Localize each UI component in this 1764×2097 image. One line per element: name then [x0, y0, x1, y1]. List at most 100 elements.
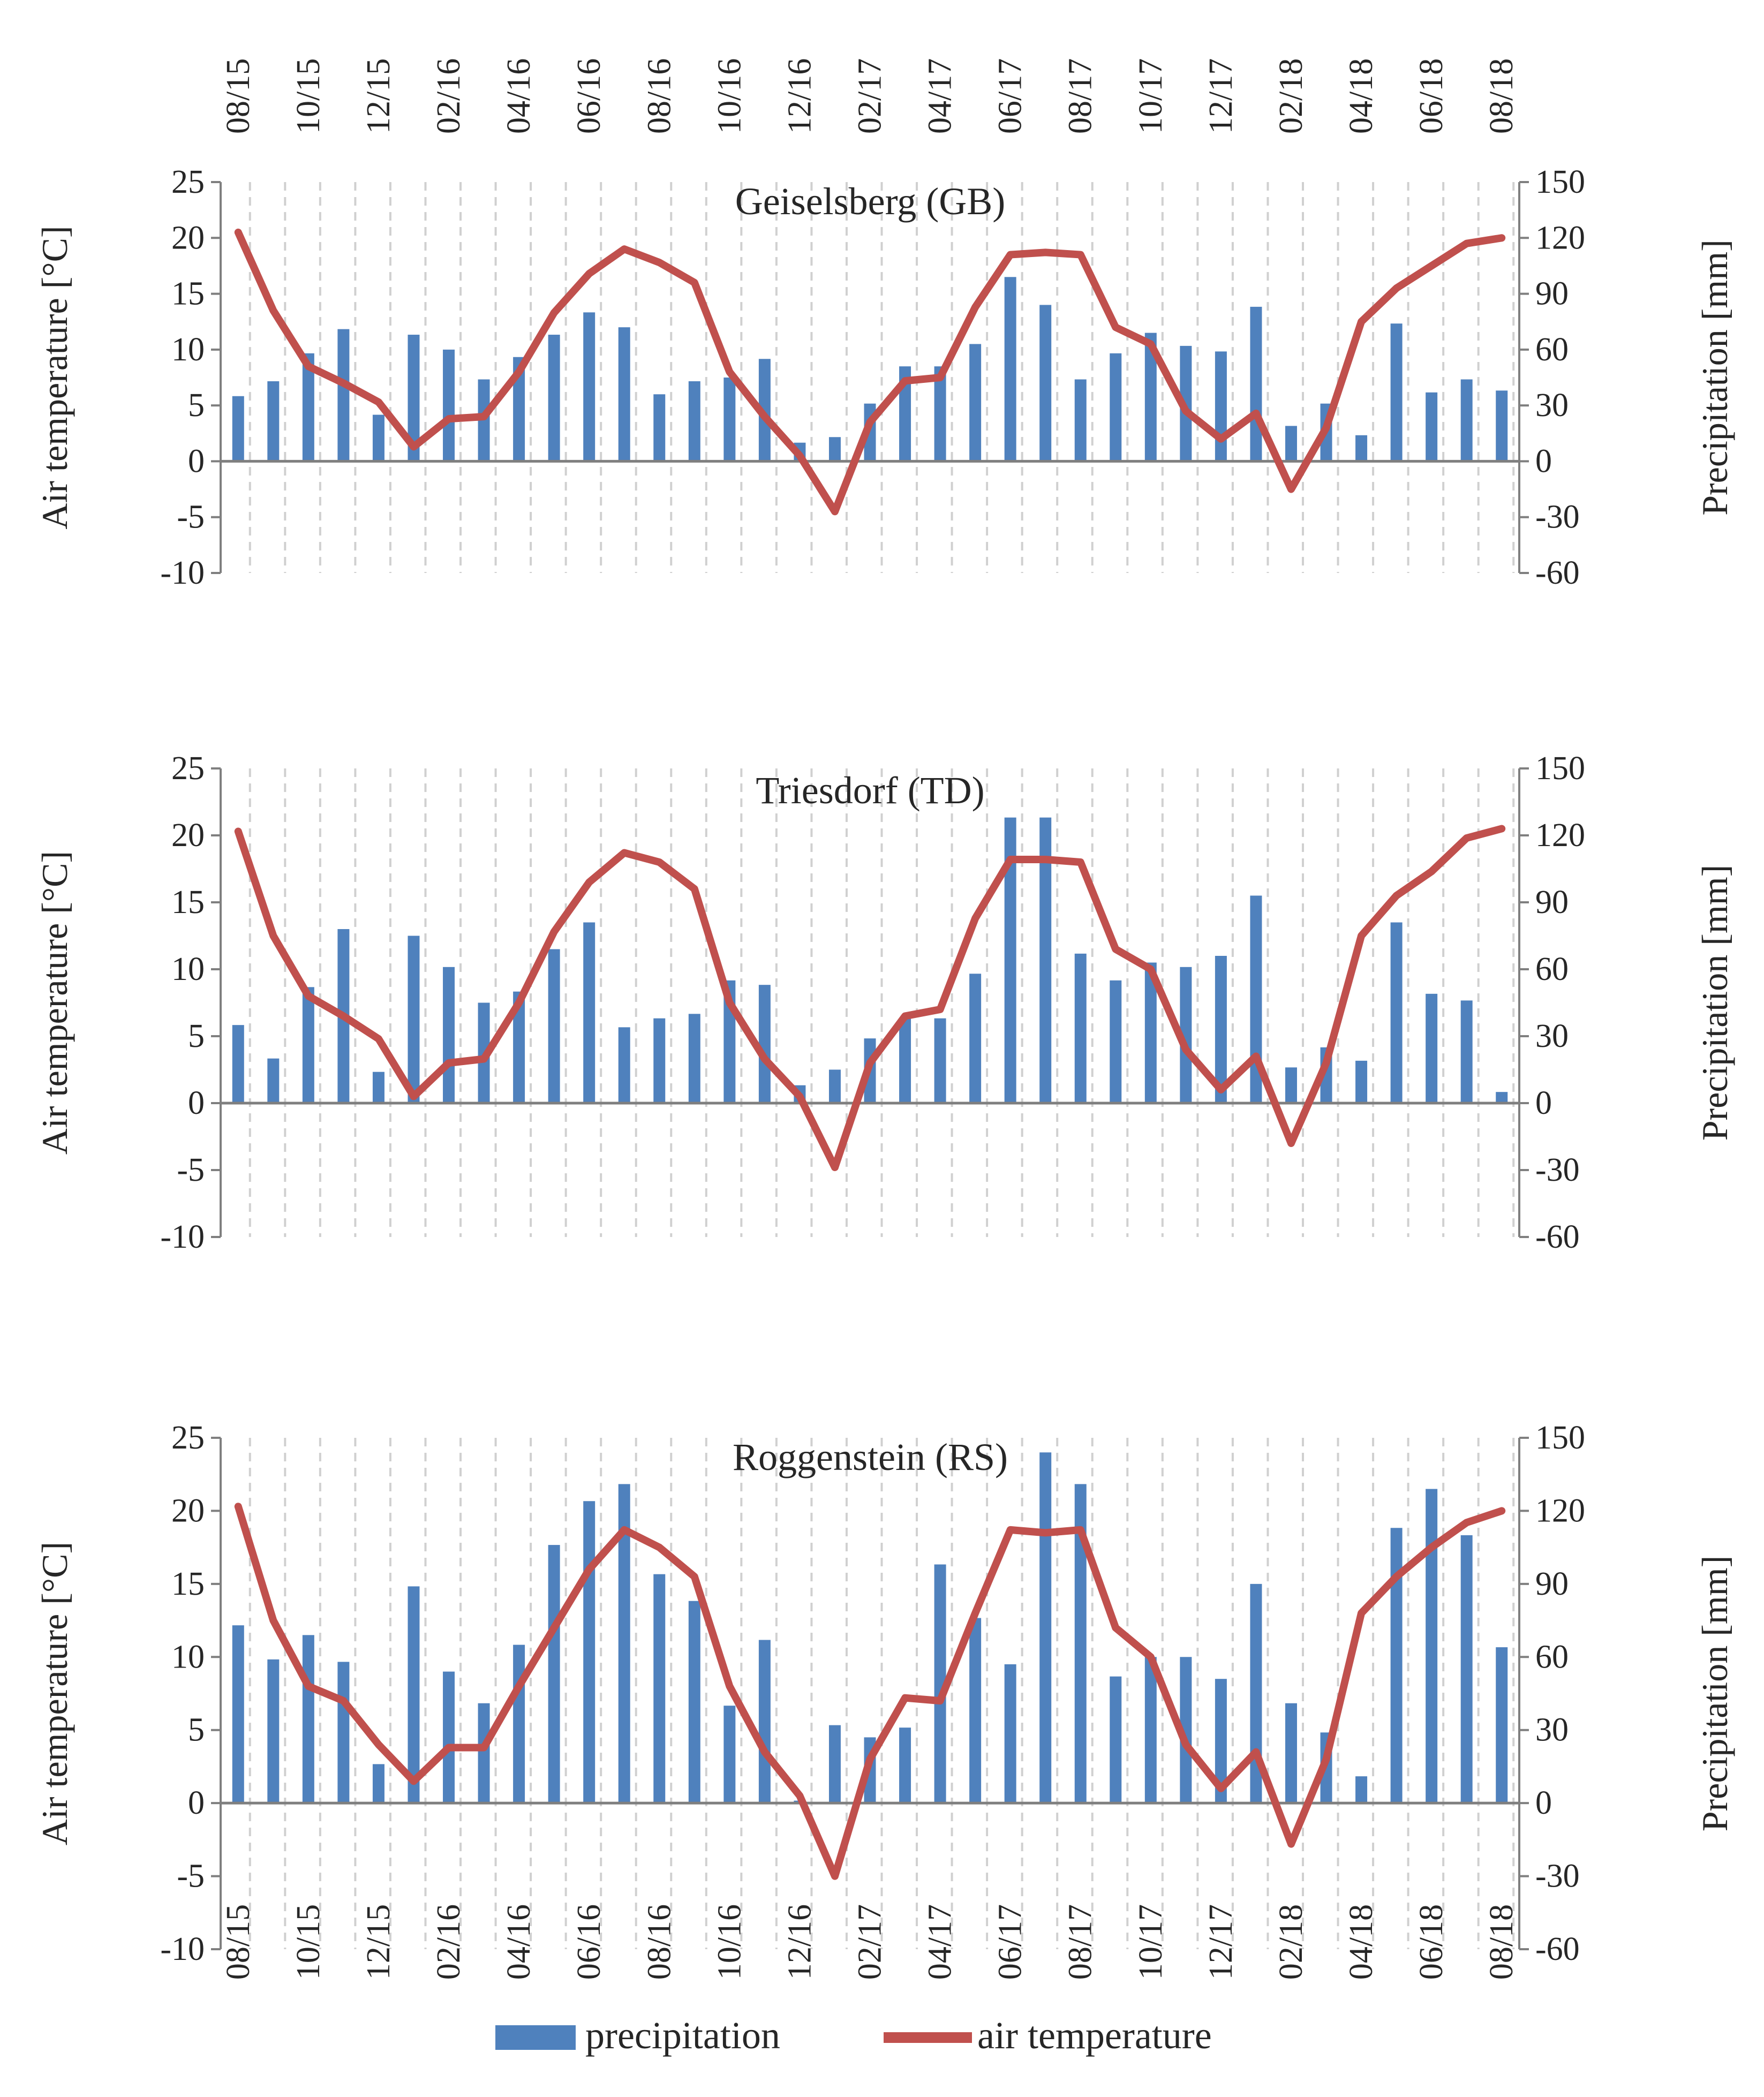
precipitation-bar: [1180, 967, 1192, 1103]
precipitation-bar: [443, 1671, 455, 1804]
precipitation-bar: [688, 1014, 700, 1103]
top-month-label: 08/17: [1062, 58, 1099, 134]
left-tick-label: 15: [171, 1566, 205, 1602]
precipitation-bar: [232, 1625, 244, 1804]
precipitation-bar: [653, 1574, 666, 1804]
bottom-month-label: 04/18: [1343, 1904, 1379, 1980]
precipitation-bar: [1355, 1060, 1368, 1103]
precipitation-bar: [1215, 956, 1227, 1103]
precipitation-bar: [828, 1725, 841, 1804]
precipitation-bar: [232, 1025, 244, 1103]
right-tick-label: 30: [1535, 1712, 1569, 1748]
bottom-month-label: 08/15: [220, 1904, 257, 1980]
y-axis-left-title: Air temperature [°C]: [34, 851, 75, 1155]
top-month-label: 02/17: [852, 58, 888, 134]
precipitation-bar: [1426, 993, 1438, 1103]
bottom-month-label: 10/16: [711, 1904, 748, 1980]
bottom-month-label: 02/18: [1273, 1904, 1309, 1980]
legend-precipitation-label: precipitation: [585, 2014, 780, 2057]
top-month-label: 12/15: [360, 58, 397, 134]
precipitation-bar: [758, 359, 771, 462]
precipitation-bar: [969, 1618, 982, 1804]
right-tick-label: 0: [1535, 443, 1552, 479]
precipitation-bar: [1144, 1657, 1157, 1804]
right-tick-label: 90: [1535, 276, 1569, 312]
precipitation-bar: [1215, 351, 1227, 462]
air-temperature-line: [234, 1503, 1506, 1880]
left-tick-label: 0: [188, 1785, 205, 1821]
precipitation-bar: [828, 1069, 841, 1103]
precipitation-bar: [583, 922, 595, 1103]
top-month-label: 12/17: [1203, 58, 1239, 134]
precipitation-bar: [443, 967, 455, 1103]
left-tick-label: -5: [177, 499, 205, 535]
left-tick-label: 20: [171, 817, 205, 854]
precipitation-bar: [723, 1706, 736, 1804]
y-axis-right-title: Precipitation [mm]: [1694, 1556, 1735, 1832]
precipitation-bar: [1004, 817, 1016, 1103]
precipitation-bar: [548, 335, 560, 462]
y-axis-right-title: Precipitation [mm]: [1694, 239, 1735, 516]
precipitation-bar: [302, 353, 314, 462]
precipitation-bar: [1496, 390, 1508, 462]
precipitation-bar: [1039, 1452, 1052, 1804]
precipitation-bar: [934, 1564, 946, 1804]
precipitation-bar: [267, 1659, 280, 1804]
precipitation-bar: [408, 936, 420, 1103]
left-tick-label: 5: [188, 1712, 205, 1748]
right-tick-label: 150: [1535, 750, 1585, 787]
top-month-label: 02/16: [431, 58, 467, 134]
right-tick-label: 0: [1535, 1085, 1552, 1121]
precipitation-bar: [1496, 1092, 1508, 1103]
left-tick-label: 15: [171, 884, 205, 921]
precipitation-bar: [1426, 392, 1438, 462]
panel-triesdorf: 25 20 15 10 5 0 -5 -10 150 120 90 60 30 0 -30 -60 Air te…: [34, 750, 1735, 1255]
left-tick-label: 20: [171, 1492, 205, 1529]
panel-geiselsberg: 25 20 15 10 5 0 -5 -10 150 120 90 60 30 0 -30 -60 Air te…: [34, 164, 1735, 591]
right-tick-label: -30: [1535, 1858, 1580, 1895]
legend: precipitation air temperature: [495, 2014, 1212, 2057]
precipitation-bar: [267, 381, 280, 462]
precipitation-bar: [1110, 353, 1122, 462]
bottom-month-label: 02/17: [852, 1904, 888, 1980]
top-month-label: 08/16: [641, 58, 677, 134]
precipitation-bar: [1390, 1528, 1403, 1804]
precipitation-bar: [688, 1601, 700, 1804]
precipitation-bar: [618, 1027, 630, 1103]
top-month-label: 04/17: [922, 58, 959, 134]
precipitation-bar: [478, 1703, 490, 1804]
precipitation-bar: [1039, 305, 1052, 462]
right-tick-label: 90: [1535, 884, 1569, 921]
left-tick-label: 10: [171, 1639, 205, 1675]
precipitation-bar: [1004, 1664, 1016, 1804]
precipitation-bar: [899, 1728, 911, 1804]
right-tick-label: 150: [1535, 1420, 1585, 1456]
precipitation-bar: [1390, 323, 1403, 462]
top-month-label: 10/17: [1133, 58, 1169, 134]
precipitation-bar: [1004, 277, 1016, 462]
precipitation-bar: [688, 381, 700, 462]
top-month-label: 06/18: [1413, 58, 1450, 134]
right-tick-label: 60: [1535, 331, 1569, 368]
right-tick-label: 30: [1535, 387, 1569, 424]
bottom-month-label: 10/17: [1133, 1904, 1169, 1980]
right-tick-label: 0: [1535, 1785, 1552, 1821]
top-month-label: 12/16: [781, 58, 818, 134]
right-tick-label: 120: [1535, 220, 1585, 256]
top-month-label: 10/16: [711, 58, 748, 134]
left-tick-label: 25: [171, 1420, 205, 1456]
right-tick-label: -60: [1535, 555, 1580, 591]
top-month-label: 02/18: [1273, 58, 1309, 134]
left-tick-label: -10: [160, 555, 205, 591]
left-tick-label: -10: [160, 1219, 205, 1255]
precipitation-bar: [1180, 1657, 1192, 1804]
precipitation-bar: [653, 1018, 666, 1103]
top-month-label: 06/17: [992, 58, 1029, 134]
precipitation-bar: [1144, 962, 1157, 1103]
right-tick-label: 120: [1535, 817, 1585, 854]
bottom-month-label: 12/15: [360, 1904, 397, 1980]
bottom-month-label: 12/17: [1203, 1904, 1239, 1980]
bottom-month-label: 08/18: [1483, 1904, 1520, 1980]
precipitation-bar: [583, 1501, 595, 1804]
